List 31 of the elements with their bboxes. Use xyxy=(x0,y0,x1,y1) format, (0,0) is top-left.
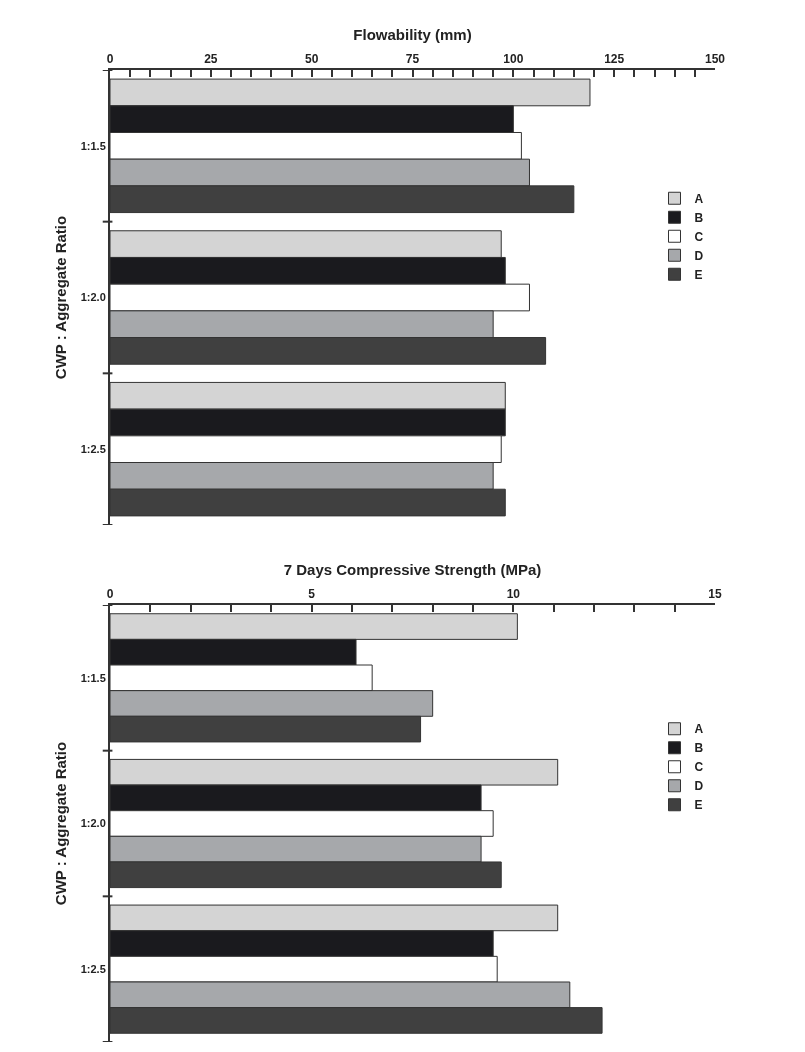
x-tick-label: 10 xyxy=(506,587,521,602)
legend-label: C xyxy=(694,229,704,244)
x-tick-label: 5 xyxy=(308,587,316,602)
x-axis-title: 7 Days Compressive Strength (MPa) xyxy=(283,560,542,578)
x-tick-label: 0 xyxy=(106,52,114,67)
y-axis-title: CWP : Aggregate Ratio xyxy=(52,741,70,906)
y-tick-label: 1:1.5 xyxy=(80,671,106,684)
x-tick-label: 100 xyxy=(503,52,524,67)
x-tick-label: 50 xyxy=(304,52,319,67)
x-axis-title: Flowability (mm) xyxy=(353,25,472,43)
legend-label: C xyxy=(694,760,704,775)
y-axis-title: CWP : Aggregate Ratio xyxy=(52,215,70,380)
y-tick-label: 1:2.5 xyxy=(80,963,106,976)
x-tick-label: 15 xyxy=(708,587,722,602)
x-tick-label: 75 xyxy=(405,52,420,67)
legend-label: E xyxy=(694,267,703,282)
x-tick-label: 125 xyxy=(604,52,625,67)
legend-label: B xyxy=(694,210,704,225)
y-tick-label: 1:1.5 xyxy=(80,139,106,152)
legend-label: D xyxy=(694,248,704,263)
x-tick-label: 25 xyxy=(204,52,218,67)
x-tick-label: 0 xyxy=(106,587,114,602)
legend-label: B xyxy=(694,741,704,756)
legend-label: D xyxy=(694,779,704,794)
y-tick-label: 1:2.0 xyxy=(80,291,106,304)
legend-label: E xyxy=(694,798,703,813)
legend-label: A xyxy=(694,191,704,206)
y-tick-label: 1:2.5 xyxy=(80,443,106,456)
x-tick-label: 150 xyxy=(704,52,726,67)
y-tick-label: 1:2.0 xyxy=(80,817,106,830)
legend-label: A xyxy=(694,722,704,737)
